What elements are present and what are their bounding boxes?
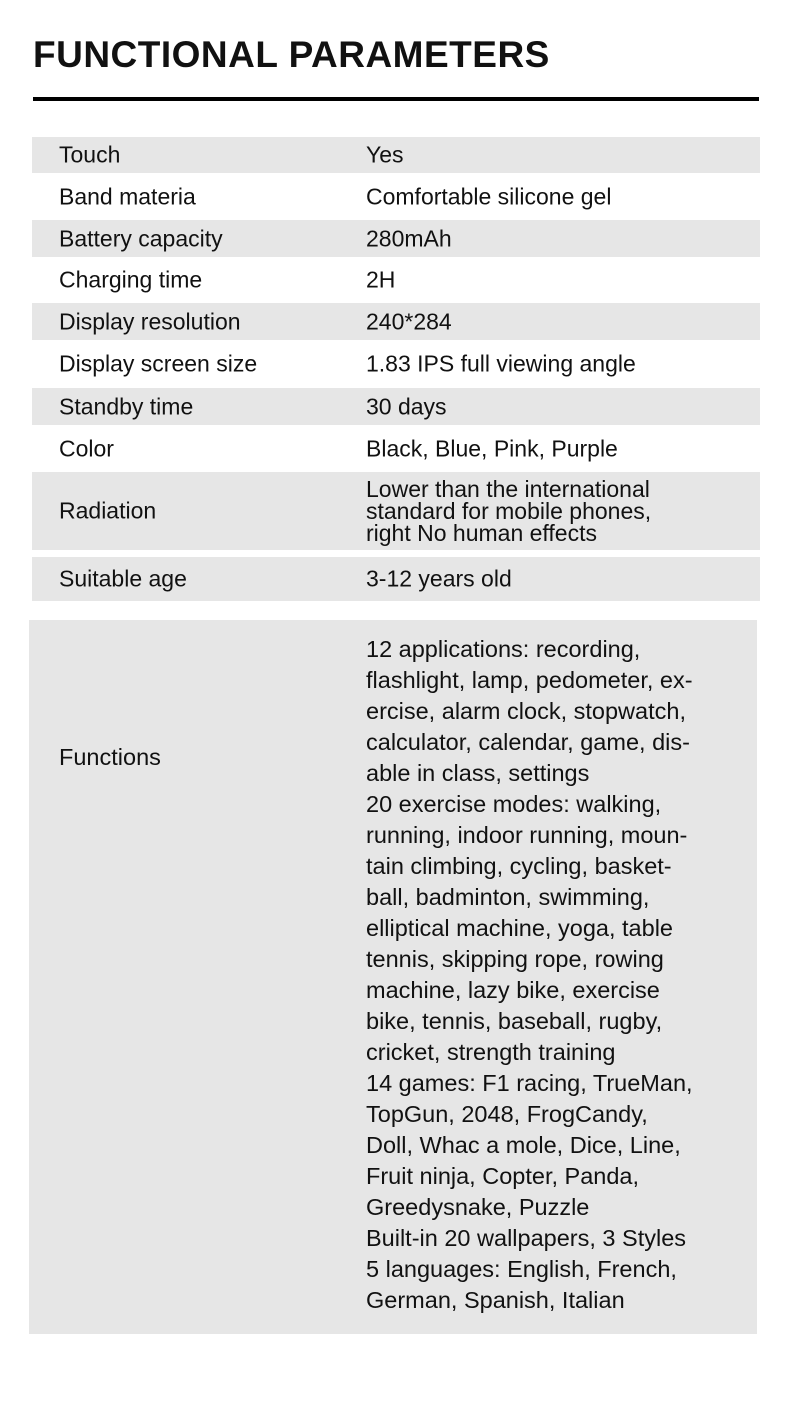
row-value: Black, Blue, Pink, Purple	[366, 435, 618, 462]
row-label: Suitable age	[59, 565, 187, 592]
functions-line: 5 languages: English, French,	[366, 1256, 677, 1282]
value-line: 3-12 years old	[366, 565, 512, 592]
row-label: Display resolution	[59, 308, 241, 334]
functions-line: running, indoor running, moun-	[366, 822, 688, 848]
page-title: FUNCTIONAL PARAMETERS	[33, 34, 550, 75]
value-line: 2H	[366, 266, 396, 293]
row-value: 280mAh	[366, 225, 452, 252]
value-line: 240*284	[366, 308, 452, 334]
row-value: Yes	[366, 142, 404, 169]
row-value: Lower than the international standard for…	[366, 476, 652, 546]
value-line: right No human effects	[366, 520, 597, 546]
row-value: 1.83 IPS full viewing angle	[366, 351, 636, 378]
functions-line: elliptical machine, yoga, table	[366, 915, 673, 941]
row-label: Touch	[59, 141, 121, 168]
value-line: 30 days	[366, 393, 447, 419]
table-row: Display resolution 240*284	[32, 303, 760, 340]
value-line: Lower than the international	[366, 476, 650, 502]
functions-line: 14 games: F1 racing, TrueMan,	[366, 1070, 693, 1096]
row-value: 2H	[366, 267, 395, 294]
functions-line: 12 applications: recording,	[366, 636, 641, 662]
row-label: Charging time	[59, 266, 203, 293]
functions-line: machine, lazy bike, exercise	[366, 977, 660, 1003]
row-label: Band materia	[59, 183, 196, 210]
title-divider	[33, 97, 759, 101]
value-line: Comfortable silicone gel	[366, 183, 612, 210]
functions-line: ercise, alarm clock, stopwatch,	[366, 698, 686, 724]
row-label: Battery capacity	[59, 225, 223, 251]
functions-line: TopGun, 2048, FrogCandy,	[366, 1101, 648, 1127]
value-line: Yes	[366, 141, 404, 168]
functions-line: tain climbing, cycling, basket-	[366, 853, 672, 879]
value-line: Black, Blue, Pink, Purple	[366, 435, 618, 461]
functions-line: Fruit ninja, Copter, Panda,	[366, 1163, 640, 1189]
row-label: Standby time	[59, 393, 194, 419]
row-label: Radiation	[59, 497, 157, 524]
row-value: 30 days	[366, 393, 447, 420]
row-value: 240*284	[366, 308, 452, 335]
table-row: Standby time 30 days	[32, 388, 760, 425]
functions-line: Built-in 20 wallpapers, 3 Styles	[366, 1225, 687, 1251]
functions-line: flashlight, lamp, pedometer, ex-	[366, 667, 693, 693]
functions-line: German, Spanish, Italian	[366, 1287, 625, 1313]
row-value: 3-12 years old	[366, 566, 512, 593]
functions-value: 12 applications: recording, flashlight, l…	[366, 634, 693, 1316]
table-row: Color Black, Blue, Pink, Purple	[32, 425, 760, 472]
table-row: Display screen size 1.83 IPS full viewing…	[32, 340, 760, 388]
functions-line: 20 exercise modes: walking,	[366, 791, 662, 817]
functions-line: Doll, Whac a mole, Dice, Line,	[366, 1132, 681, 1158]
functions-line: able in class, settings	[366, 760, 590, 786]
table-row: Suitable age 3-12 years old	[32, 557, 760, 601]
table-row: Touch Yes	[32, 137, 760, 173]
table-row: Radiation Lower than the international sta…	[32, 472, 760, 550]
row-label: Display screen size	[59, 350, 258, 377]
functions-line: cricket, strength training	[366, 1039, 616, 1065]
functions-line: Greedysnake, Puzzle	[366, 1194, 590, 1220]
functions-line: bike, tennis, baseball, rugby,	[366, 1008, 663, 1034]
row-label: Functions	[59, 744, 161, 770]
table-row: Charging time 2H	[32, 257, 760, 303]
row-label: Color	[59, 435, 114, 461]
value-line: 280mAh	[366, 225, 452, 251]
value-line: standard for mobile phones,	[366, 498, 652, 524]
functions-line: calculator, calendar, game, dis-	[366, 729, 690, 755]
functions-line: tennis, skipping rope, rowing	[366, 946, 664, 972]
row-value: Comfortable silicone gel	[366, 184, 611, 211]
functions-line: ball, badminton, swimming,	[366, 884, 650, 910]
table-row: Band materia Comfortable silicone gel	[32, 174, 760, 220]
functions-row: Functions 12 applications: recording, fla…	[29, 620, 757, 1334]
value-line: 1.83 IPS full viewing angle	[366, 350, 636, 377]
table-row: Battery capacity 280mAh	[32, 220, 760, 257]
